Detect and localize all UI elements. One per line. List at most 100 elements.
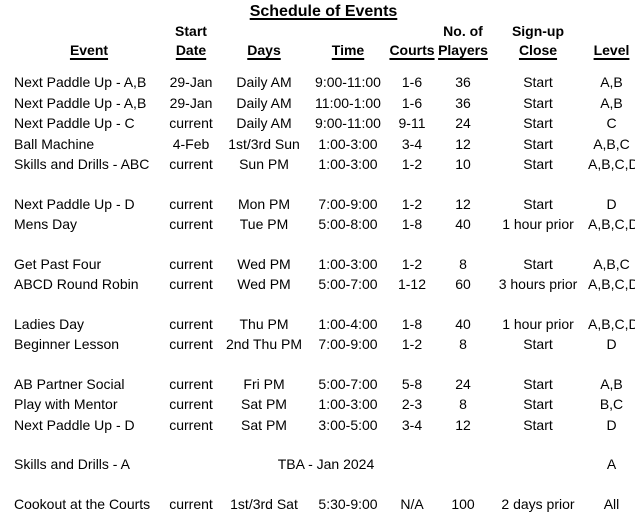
- spacer-row: [0, 175, 635, 194]
- table-row: Next Paddle Up - A,B 29-Jan Daily AM 11:00-…: [0, 93, 635, 114]
- spacer-cell: [0, 355, 635, 374]
- header-date: Date: [164, 40, 218, 59]
- time-cell: 5:30-9:00: [318, 495, 378, 512]
- players-cell: 8: [459, 396, 467, 413]
- signup-close-cell: Start: [523, 74, 553, 91]
- header-level: Level: [588, 40, 635, 59]
- event-cell: Get Past Four: [14, 255, 102, 272]
- time-cell: 9:00-11:00: [315, 115, 381, 132]
- level-cell: All: [603, 495, 620, 512]
- courts-cell: 1-2: [401, 336, 423, 353]
- level-cell: D: [606, 195, 617, 212]
- header-no-of: No. of: [438, 21, 488, 40]
- spacer-cell: [0, 435, 635, 454]
- table-row: AB Partner Social current Fri PM 5:00-7:00 5…: [0, 374, 635, 395]
- courts-cell: 9-11: [398, 115, 426, 132]
- time-cell: 7:00-9:00: [318, 336, 378, 353]
- days-cell: 2nd Thu PM: [225, 336, 302, 353]
- table-row: ABCD Round Robin current Wed PM 5:00-7:00 1-…: [0, 274, 635, 295]
- spacer-cell: [0, 175, 635, 194]
- players-cell: 8: [459, 336, 467, 353]
- signup-close-cell: 1 hour prior: [502, 315, 574, 332]
- start-date-cell: current: [169, 156, 213, 173]
- signup-close-cell: Start: [523, 156, 553, 173]
- signup-close-cell: Start: [523, 396, 553, 413]
- header-event: Event: [0, 40, 164, 59]
- courts-cell: 3-4: [401, 135, 423, 152]
- header-date-label: Date: [175, 41, 207, 58]
- header-courts: Courts: [386, 40, 438, 59]
- header-players: Players: [438, 40, 488, 59]
- event-cell: Skills and Drills - A: [14, 456, 130, 473]
- start-date-cell: current: [169, 396, 213, 413]
- time-cell: 5:00-7:00: [318, 375, 378, 392]
- spacer-cell: [0, 295, 635, 314]
- players-cell: 36: [455, 94, 471, 111]
- courts-cell: 1-8: [401, 315, 423, 332]
- level-cell: D: [606, 336, 617, 353]
- header-spacer: [0, 21, 164, 40]
- courts-cell: 2-3: [401, 396, 423, 413]
- tba-note-cell: TBA - Jan 2024: [277, 456, 375, 473]
- table-row: Mens Day current Tue PM 5:00-8:00 1-8 40 1 hou…: [0, 214, 635, 235]
- courts-cell: N/A: [400, 495, 424, 512]
- time-cell: 7:00-9:00: [318, 195, 378, 212]
- time-cell: 5:00-7:00: [318, 276, 378, 293]
- start-date-cell: 4-Feb: [172, 135, 210, 152]
- event-cell: Beginner Lesson: [14, 336, 120, 353]
- schedule-table-body: Next Paddle Up - A,B 29-Jan Daily AM 9:00-1…: [0, 72, 635, 514]
- days-cell: Thu PM: [239, 315, 289, 332]
- start-date-cell: current: [169, 195, 213, 212]
- start-date-cell: current: [169, 315, 213, 332]
- table-row: Next Paddle Up - C current Daily AM 9:00-11…: [0, 113, 635, 134]
- event-cell: Play with Mentor: [14, 396, 118, 413]
- signup-close-cell: Start: [523, 375, 553, 392]
- start-date-cell: current: [169, 276, 213, 293]
- header-close-label: Close: [518, 41, 558, 58]
- days-cell: 1st/3rd Sat: [230, 495, 298, 512]
- header-no-of-label: No. of: [443, 22, 483, 39]
- schedule-table: Start No. of Sign-up Event Date Days Tim…: [0, 21, 635, 514]
- signup-close-cell: 3 hours prior: [498, 276, 578, 293]
- spacer-row: [0, 435, 635, 454]
- event-cell: Skills and Drills - ABC: [14, 156, 150, 173]
- days-cell: 1st/3rd Sun: [228, 135, 300, 152]
- players-cell: 40: [455, 315, 471, 332]
- spacer-row: [0, 235, 635, 254]
- signup-close-cell: Start: [523, 135, 553, 152]
- courts-cell: 1-2: [401, 255, 423, 272]
- event-cell: Mens Day: [14, 216, 78, 233]
- header-start-label: Start: [175, 22, 207, 39]
- level-cell: C: [606, 115, 617, 132]
- header-players-label: Players: [438, 41, 488, 58]
- table-row: Skills and Drills - A TBA - Jan 2024 A: [0, 454, 635, 475]
- courts-cell: 1-6: [401, 74, 423, 91]
- level-cell: A,B,C: [593, 135, 630, 152]
- start-date-cell: current: [169, 416, 213, 433]
- event-cell: Next Paddle Up - D: [14, 195, 135, 212]
- table-row: Next Paddle Up - D current Mon PM 7:00-9:00…: [0, 194, 635, 215]
- players-cell: 8: [459, 255, 467, 272]
- start-date-cell: current: [169, 216, 213, 233]
- event-cell: Next Paddle Up - A,B: [14, 74, 147, 91]
- days-cell: Sun PM: [239, 156, 289, 173]
- table-row: Ladies Day current Thu PM 1:00-4:00 1-8 40 1 h…: [0, 314, 635, 335]
- players-cell: 24: [455, 115, 471, 132]
- level-cell: A,B: [600, 94, 623, 111]
- event-cell: Cookout at the Courts: [14, 495, 151, 512]
- header-time-label: Time: [331, 41, 365, 58]
- level-cell: A,B,C,D: [588, 315, 635, 332]
- courts-cell: 1-2: [401, 156, 423, 173]
- header-sign-up: Sign-up: [488, 21, 588, 40]
- table-row: Ball Machine 4-Feb 1st/3rd Sun 1:00-3:00 3-4…: [0, 134, 635, 155]
- days-cell: Wed PM: [237, 255, 291, 272]
- start-date-cell: current: [169, 375, 213, 392]
- days-cell: Sat PM: [241, 396, 287, 413]
- days-cell: Tue PM: [239, 216, 289, 233]
- header-row-top: Start No. of Sign-up: [0, 21, 635, 40]
- time-cell: 1:00-3:00: [318, 396, 378, 413]
- level-cell: A,B: [600, 74, 623, 91]
- table-row: Get Past Four current Wed PM 1:00-3:00 1-2 8 S…: [0, 254, 635, 275]
- signup-close-cell: Start: [523, 416, 553, 433]
- event-cell: Next Paddle Up - D: [14, 416, 135, 433]
